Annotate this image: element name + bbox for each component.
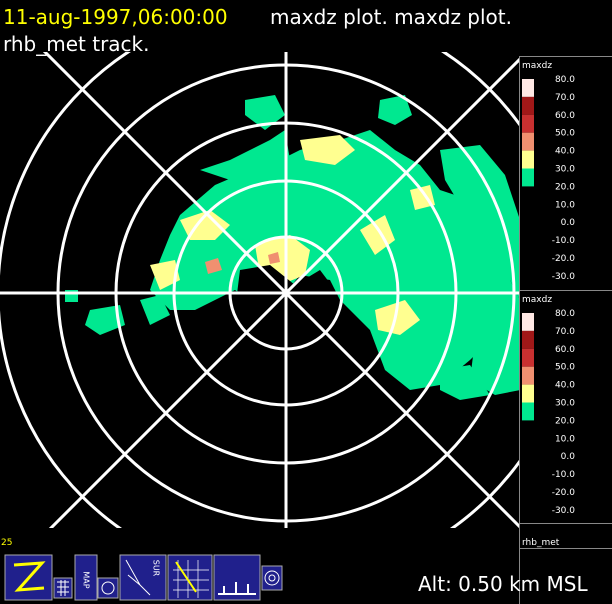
legend-swatch (522, 384, 534, 403)
legend-label: -30.0 (552, 506, 576, 516)
legend-label: -10.0 (552, 470, 576, 480)
legend-label: 50.0 (555, 363, 575, 373)
legend-label: 40.0 (555, 147, 575, 157)
legend-swatch (522, 114, 534, 133)
legend-label: 80.0 (555, 75, 575, 85)
legend-swatch (522, 150, 534, 169)
legends: maxdz80.070.060.050.040.030.020.010.00.0… (522, 61, 575, 516)
legend-label: 50.0 (555, 129, 575, 139)
platform-label: rhb_met (522, 538, 560, 548)
legend-label: 0.0 (561, 218, 576, 228)
altitude-label: Alt: 0.50 km MSL (418, 572, 588, 596)
sur-button[interactable]: SUR (119, 554, 167, 601)
legend-label: -30.0 (552, 272, 576, 282)
legend-label: -20.0 (552, 254, 576, 264)
legend-swatch (522, 79, 534, 97)
sur-label: SUR (152, 560, 161, 577)
plot-title: maxdz plot. maxdz plot. (270, 5, 512, 29)
legend-swatch (522, 132, 534, 151)
legend-label: 30.0 (555, 165, 575, 175)
legend-swatch (522, 168, 534, 187)
legend-label: 80.0 (555, 309, 575, 319)
legend-swatch (522, 96, 534, 115)
grid-button[interactable] (53, 577, 73, 599)
legend-swatch (522, 348, 534, 367)
legend-label: 10.0 (555, 200, 575, 210)
legend-swatch (522, 366, 534, 385)
legend-swatch (522, 313, 534, 331)
legend-label: 30.0 (555, 399, 575, 409)
legend-title: maxdz (522, 295, 552, 305)
legend-label: 0.0 (561, 452, 576, 462)
plot-subtitle: rhb_met track. (3, 32, 149, 56)
legend-swatch (522, 330, 534, 349)
legend-label: -10.0 (552, 236, 576, 246)
legend-label: -20.0 (552, 488, 576, 498)
frame-number: 25 (1, 538, 12, 548)
legend-label: 60.0 (555, 111, 575, 121)
legend-label: 40.0 (555, 381, 575, 391)
platform-button[interactable] (213, 554, 261, 601)
legend-label: 20.0 (555, 182, 575, 192)
rhi-button[interactable] (167, 554, 213, 601)
map-label: MAP (82, 571, 91, 588)
radar-button[interactable] (261, 565, 283, 591)
legend-label: 60.0 (555, 345, 575, 355)
legend-label: 20.0 (555, 416, 575, 426)
toolbar: MAP SUR (4, 554, 283, 601)
legend-label: 70.0 (555, 327, 575, 337)
legend-frame (519, 56, 612, 604)
map-button[interactable]: MAP (74, 554, 98, 601)
legend-label: 10.0 (555, 434, 575, 444)
timestamp: 11-aug-1997,06:00:00 (3, 5, 228, 29)
legend-title: maxdz (522, 61, 552, 71)
legend-swatch (522, 402, 534, 421)
legend-label: 70.0 (555, 93, 575, 103)
zoom-button[interactable] (4, 554, 53, 601)
circle-button[interactable] (97, 577, 119, 599)
